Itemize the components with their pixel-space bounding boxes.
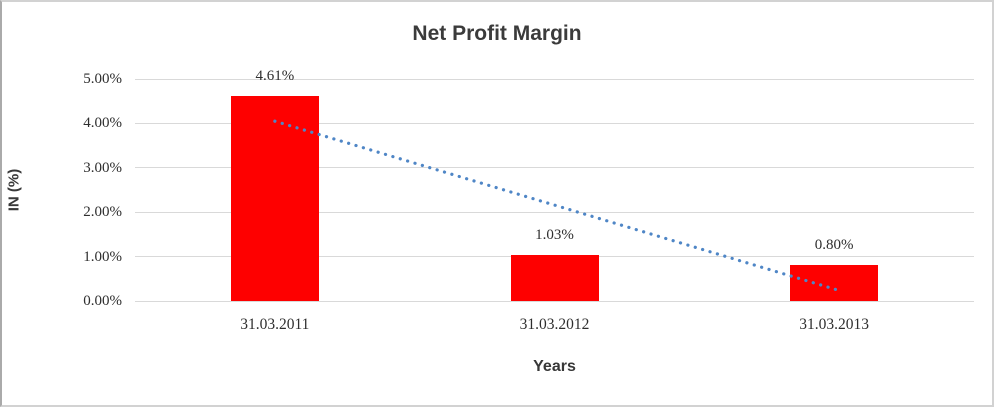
gridline [135,167,974,169]
bar-data-label: 0.80% [814,237,854,254]
y-tick-label: 4.00% [83,115,122,132]
bar-31.03.2013 [790,265,879,301]
plot-area: 4.61% 1.03% 0.80% [135,68,974,302]
gridline [135,122,974,124]
bar-data-label: 4.61% [255,68,295,85]
x-category-label: 31.03.2011 [240,316,310,333]
y-tick-label: 3.00% [83,159,122,176]
x-category-label: 31.03.2013 [799,316,870,333]
chart-title: Net Profit Margin [412,22,582,45]
gridline [135,78,974,80]
x-category-label: 31.03.2012 [519,316,590,333]
y-tick-label: 5.00% [83,71,122,87]
bar-31.03.2012 [510,255,599,301]
y-tick-label: 1.00% [83,248,122,265]
trendline [273,119,842,293]
gridline [135,300,974,302]
y-tick-label: 0.00% [83,293,122,309]
y-tick-label: 2.00% [83,204,122,221]
x-axis-title: Years [533,358,576,375]
bar-data-label: 1.03% [535,227,574,244]
gridline [135,211,974,213]
y-axis-tick-labels: 0.00% 1.00% 2.00% 3.00% 4.00% 5.00% [2,71,122,309]
